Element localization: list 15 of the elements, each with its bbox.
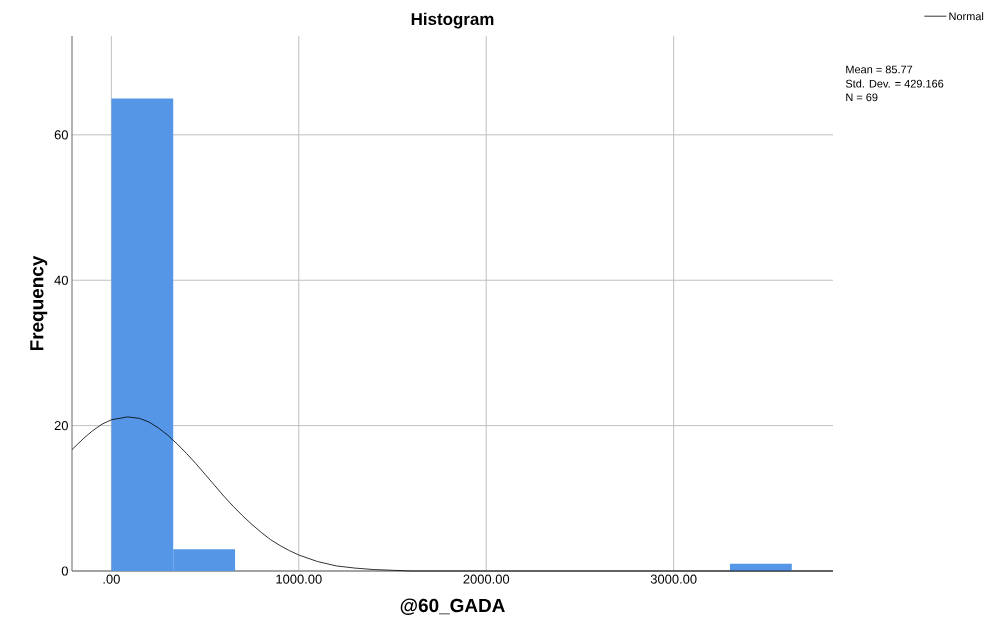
text: Mean = 85.77 <box>846 65 913 74</box>
y-axis-title: Frequency <box>30 255 48 351</box>
x-tick-label: 3000.00 <box>650 574 697 584</box>
legend-label: Normal <box>949 12 984 21</box>
text: N = 69 <box>846 93 878 102</box>
x-axis-title: @60_GADA <box>400 598 505 615</box>
x-tick-label: .00 <box>103 574 120 584</box>
y-tick-label: 40 <box>54 275 68 285</box>
text: Std. Dev. = 429.166 <box>845 79 944 88</box>
y-tick-label: 60 <box>54 130 68 140</box>
chart-title: Histogram <box>411 12 494 29</box>
y-tick-label: 20 <box>54 421 68 431</box>
x-tick-label: 2000.00 <box>463 574 510 584</box>
x-tick-label: 1000.00 <box>276 574 322 584</box>
y-tick-label: 0 <box>61 566 68 576</box>
